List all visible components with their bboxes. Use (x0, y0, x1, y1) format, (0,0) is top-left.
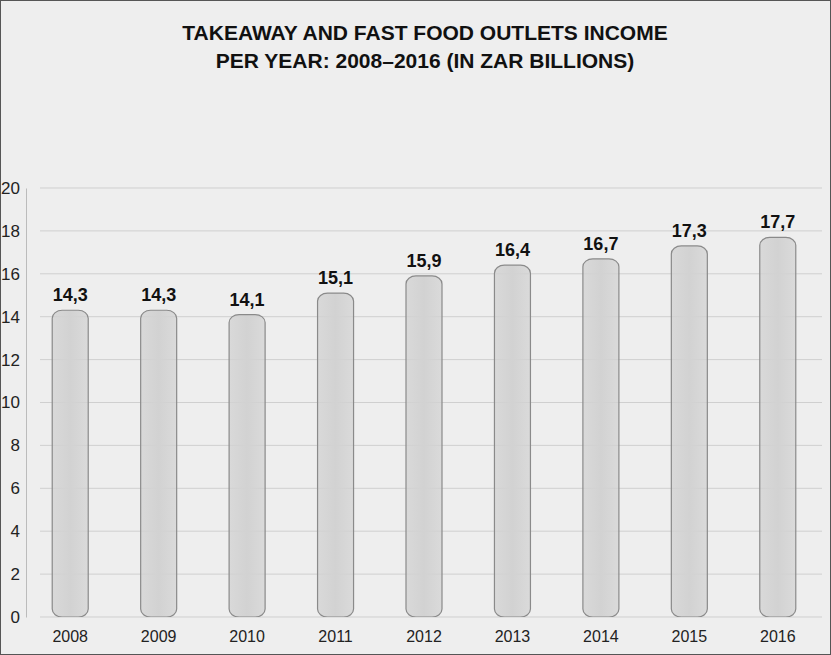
y-tick: 10 (1, 393, 26, 412)
background (1, 1, 831, 655)
x-tick: 2016 (760, 617, 796, 645)
data-label: 15,9 (406, 251, 441, 271)
bar (141, 310, 177, 617)
data-label: 14,3 (53, 285, 88, 305)
x-tick: 2008 (52, 617, 88, 645)
x-axis-line (27, 617, 823, 618)
chart: TAKEAWAY AND FAST FOOD OUTLETS INCOME PER… (0, 0, 831, 655)
x-tick: 2011 (318, 617, 353, 645)
bar (229, 315, 265, 617)
bars (52, 237, 796, 617)
y-axis: 0 2 4 6 8 10 12 14 16 18 20 (1, 179, 26, 627)
y-tick: 4 (11, 522, 26, 541)
y-axis-line (26, 189, 27, 618)
data-labels: 14,3 14,3 14,1 15,1 15,9 16,4 16,7 17,3 17,7 (53, 212, 796, 309)
y-tick-label: 8 (11, 436, 20, 455)
y-tick: 0 (11, 608, 26, 627)
grid-line (40, 188, 822, 189)
x-tick-label: 2011 (318, 628, 353, 645)
x-tick-label: 2009 (141, 628, 177, 645)
x-tick-label: 2013 (495, 628, 531, 645)
x-tick-label: 2014 (583, 628, 619, 645)
y-tick-label: 6 (11, 479, 20, 498)
data-label: 17,3 (672, 221, 707, 241)
x-tick-label: 2008 (52, 628, 88, 645)
y-tick-label: 16 (1, 265, 20, 284)
bar (318, 293, 354, 617)
grid (40, 188, 822, 617)
data-label: 14,1 (230, 290, 265, 310)
bar (494, 265, 530, 617)
title: TAKEAWAY AND FAST FOOD OUTLETS INCOME (182, 21, 667, 44)
x-tick: 2014 (583, 617, 619, 645)
data-label: 15,1 (318, 268, 353, 288)
x-tick: 2010 (229, 617, 265, 645)
x-tick: 2015 (672, 617, 708, 645)
bar (52, 310, 88, 617)
x-tick: 2013 (495, 617, 531, 645)
x-axis: 2008 2009 2010 2011 2012 2013 2014 2015 2016 (27, 617, 823, 645)
x-tick: 2012 (406, 617, 442, 645)
y-tick-label: 18 (1, 222, 20, 241)
data-label: 14,3 (141, 285, 176, 305)
y-tick: 14 (1, 308, 26, 327)
y-tick-label: 2 (11, 565, 20, 584)
bar (406, 276, 442, 617)
x-tick-label: 2010 (229, 628, 265, 645)
x-tick-label: 2015 (672, 628, 708, 645)
bar (671, 246, 707, 617)
y-tick-label: 12 (1, 351, 20, 370)
bar (583, 259, 619, 617)
y-tick: 2 (11, 565, 26, 584)
y-tick-label: 4 (11, 522, 20, 541)
y-tick-label: 0 (11, 608, 20, 627)
y-tick-label: 10 (1, 393, 20, 412)
y-tick: 16 (1, 265, 26, 284)
bar (760, 237, 796, 617)
y-tick-label: 14 (1, 308, 20, 327)
y-tick: 8 (11, 436, 26, 455)
x-tick-label: 2012 (406, 628, 442, 645)
data-label: 16,7 (583, 234, 618, 254)
x-tick: 2009 (141, 617, 177, 645)
data-label: 17,7 (760, 212, 795, 232)
x-tick-label: 2016 (760, 628, 796, 645)
y-tick: 6 (11, 479, 26, 498)
y-tick: 18 (1, 222, 26, 241)
y-tick: 20 (1, 179, 26, 198)
data-label: 16,4 (495, 240, 530, 260)
y-tick: 12 (1, 351, 26, 370)
title: PER YEAR: 2008–2016 (IN ZAR BILLIONS) (216, 49, 635, 72)
y-tick-label: 20 (1, 179, 20, 198)
